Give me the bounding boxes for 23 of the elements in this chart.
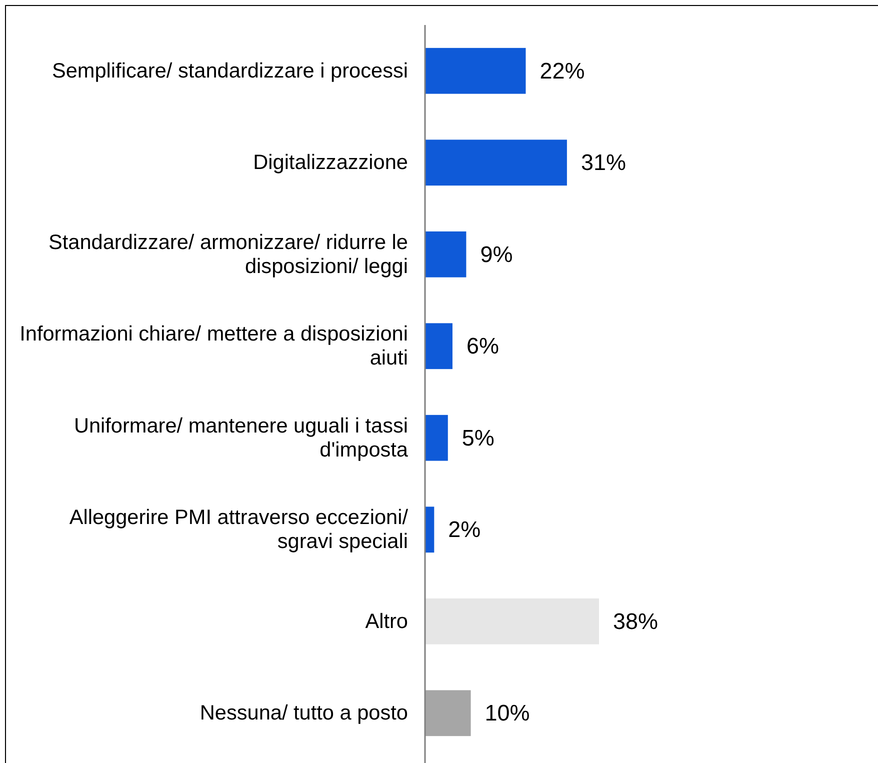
data-label: 31% [580,150,626,176]
bar [425,231,466,278]
data-label: 6% [466,334,500,359]
data-label: 5% [462,425,494,450]
bar [425,48,526,94]
y-tick-label: Informazioni chiare/ mettere a disposizioni aiuti [20,322,408,370]
bar [425,140,567,186]
y-tick-label: Altro [365,610,408,633]
y-tick-label: Semplificare/ standardizzare i processi [52,59,408,82]
data-label: 10% [484,700,530,726]
bar [425,598,599,644]
y-tick-label: Digitalizzazzione [253,151,408,174]
data-label: 38% [613,608,658,634]
bar [425,690,471,736]
bar [425,323,452,370]
y-tick-label: Nessuna/ tutto a posto [200,702,408,725]
data-label: 9% [480,242,513,267]
y-tick-label: Uniformare/ mantenere uguali i tassi d'imposta [74,414,408,462]
y-tick-label: Alleggerire PMI attraverso eccezioni/ sgravi speciali [69,506,408,554]
data-label: 2% [448,517,481,542]
bar [425,414,448,461]
y-tick-label: Standardizzare/ armonizzare/ ridurre le disposizioni/ leggi [48,230,408,278]
data-label: 22% [540,58,585,84]
